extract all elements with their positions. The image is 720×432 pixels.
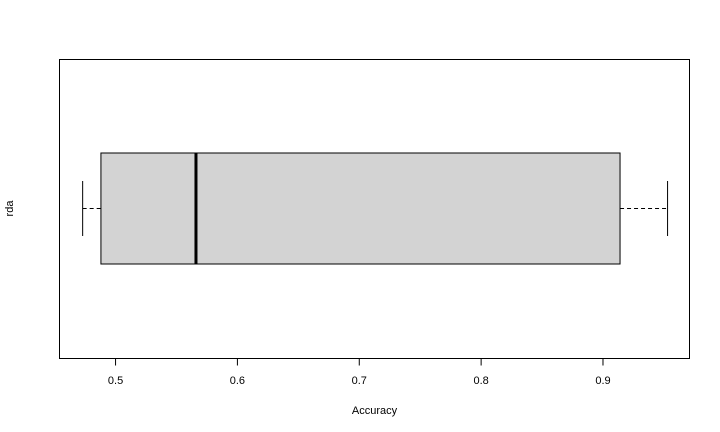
x-tick-label: 0.6 — [230, 375, 245, 387]
x-tick-label: 0.7 — [352, 375, 367, 387]
box — [100, 152, 621, 265]
x-tick-label: 0.9 — [595, 375, 610, 387]
category-label: rda — [4, 200, 16, 217]
x-axis: 0.5 0.6 0.7 0.8 0.9 — [108, 358, 611, 387]
box-marks — [82, 152, 669, 265]
x-tick-label: 0.5 — [108, 375, 123, 387]
x-tick-label: 0.8 — [473, 375, 488, 387]
x-axis-label: Accuracy — [352, 405, 398, 417]
